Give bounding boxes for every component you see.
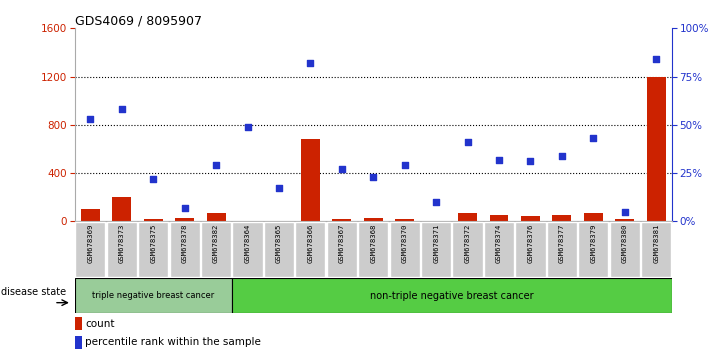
Point [556, 153, 567, 159]
Point [525, 159, 536, 164]
Bar [452, 222, 483, 277]
Bar [647, 76, 665, 221]
Text: GSM678379: GSM678379 [590, 223, 597, 263]
Bar [395, 219, 414, 221]
Bar [484, 222, 514, 277]
Point [651, 56, 662, 62]
Point [305, 60, 316, 66]
Bar [107, 222, 137, 277]
Text: GSM678374: GSM678374 [496, 223, 502, 263]
Text: percentile rank within the sample: percentile rank within the sample [85, 337, 261, 347]
Text: GSM678376: GSM678376 [528, 223, 533, 263]
Point [242, 124, 253, 130]
Text: GSM678377: GSM678377 [559, 223, 565, 263]
Text: GSM678380: GSM678380 [621, 223, 628, 263]
Bar [144, 219, 163, 221]
Bar [138, 222, 169, 277]
Text: GSM678371: GSM678371 [433, 223, 439, 263]
Text: count: count [85, 319, 114, 329]
Text: GSM678373: GSM678373 [119, 223, 125, 263]
Bar [609, 222, 640, 277]
Point [462, 139, 474, 145]
Bar [201, 222, 231, 277]
Bar [112, 197, 132, 221]
Point [179, 205, 191, 211]
Point [430, 199, 442, 205]
Bar [421, 222, 451, 277]
Text: GSM678381: GSM678381 [653, 223, 659, 263]
Point [368, 174, 379, 180]
Bar [232, 222, 262, 277]
Bar [515, 222, 545, 277]
Bar [301, 139, 320, 221]
Bar [170, 222, 200, 277]
Bar [490, 215, 508, 221]
Bar [333, 219, 351, 221]
Text: GSM678378: GSM678378 [182, 223, 188, 263]
Bar [521, 216, 540, 221]
Bar [75, 278, 232, 313]
Text: triple negative breast cancer: triple negative breast cancer [92, 291, 214, 300]
Bar [232, 278, 672, 313]
Bar [75, 222, 105, 277]
Bar [75, 336, 82, 349]
Point [493, 157, 505, 162]
Bar [295, 222, 326, 277]
Text: GSM678366: GSM678366 [307, 223, 314, 263]
Point [273, 185, 284, 191]
Bar [458, 213, 477, 221]
Bar [584, 213, 603, 221]
Text: GDS4069 / 8095907: GDS4069 / 8095907 [75, 14, 202, 27]
Bar [364, 218, 383, 221]
Bar [578, 222, 609, 277]
Text: GSM678372: GSM678372 [464, 223, 471, 263]
Text: GSM678368: GSM678368 [370, 223, 376, 263]
Text: GSM678375: GSM678375 [150, 223, 156, 263]
Point [116, 107, 127, 112]
Bar [547, 222, 577, 277]
Bar [207, 213, 225, 221]
Text: GSM678369: GSM678369 [87, 223, 93, 263]
Bar [641, 222, 671, 277]
Point [148, 176, 159, 182]
Bar [264, 222, 294, 277]
Point [85, 116, 96, 122]
Bar [75, 317, 82, 330]
Bar [390, 222, 419, 277]
Text: disease state: disease state [1, 287, 66, 297]
Bar [175, 218, 194, 221]
Bar [615, 219, 634, 221]
Text: GSM678367: GSM678367 [339, 223, 345, 263]
Bar [552, 215, 572, 221]
Point [619, 209, 631, 215]
Bar [81, 209, 100, 221]
Point [336, 166, 348, 172]
Text: GSM678382: GSM678382 [213, 223, 219, 263]
Bar [327, 222, 357, 277]
Point [210, 162, 222, 168]
Text: GSM678364: GSM678364 [245, 223, 250, 263]
Text: GSM678370: GSM678370 [402, 223, 407, 263]
Point [399, 162, 410, 168]
Bar [358, 222, 388, 277]
Text: GSM678365: GSM678365 [276, 223, 282, 263]
Text: non-triple negative breast cancer: non-triple negative breast cancer [370, 291, 534, 301]
Point [587, 136, 599, 141]
